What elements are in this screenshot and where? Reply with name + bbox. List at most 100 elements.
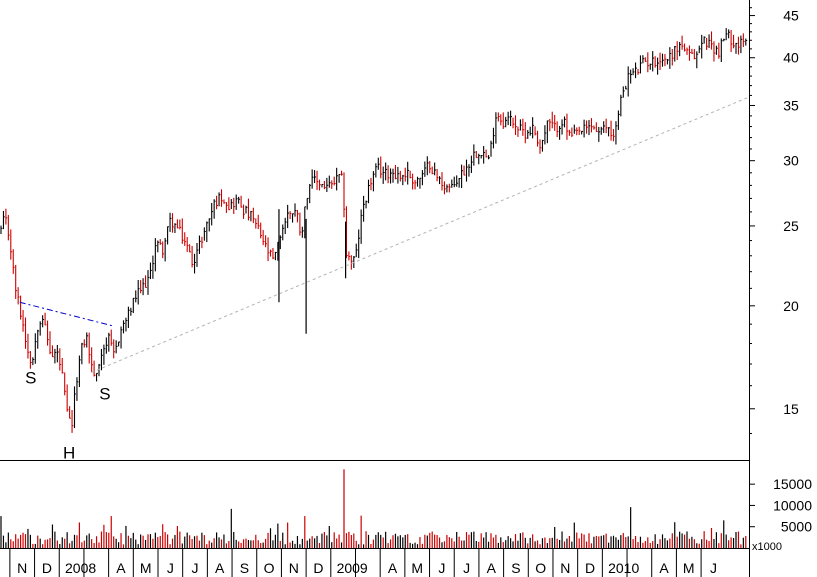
price-bar <box>279 235 282 250</box>
price-bar <box>17 287 20 305</box>
price-bar <box>492 127 495 149</box>
price-bar <box>46 320 49 346</box>
price-bar <box>299 212 302 236</box>
price-bar <box>44 312 47 326</box>
price-bar <box>54 348 57 364</box>
price-bar <box>12 249 15 274</box>
price-bar <box>191 245 194 268</box>
price-bar <box>679 41 682 57</box>
price-bar <box>338 173 341 183</box>
price-bar <box>78 355 81 388</box>
price-bar <box>536 130 539 147</box>
x-tick-label-d-1: D <box>42 560 52 576</box>
price-bar <box>706 37 708 50</box>
price-bar <box>147 270 150 295</box>
price-bar <box>563 116 566 128</box>
price-bar <box>71 409 74 433</box>
price-bar <box>135 290 138 303</box>
price-bar <box>108 332 111 352</box>
price-bar <box>216 195 218 210</box>
price-bar <box>132 297 135 314</box>
price-bar <box>201 236 204 249</box>
price-bar <box>343 172 346 218</box>
price-bar <box>2 210 5 230</box>
y-tick-label-40: 40 <box>783 50 799 66</box>
x-tick-label-j-18: J <box>463 560 470 576</box>
x-tick-label-m-16: M <box>411 560 423 576</box>
price-bar <box>360 209 363 244</box>
price-bar <box>443 181 446 195</box>
price-bar <box>269 249 272 257</box>
price-bar <box>218 192 221 207</box>
price-bar <box>331 180 334 189</box>
price-bar <box>669 47 672 69</box>
price-bar <box>394 165 397 180</box>
price-bar <box>306 197 309 210</box>
price-bar <box>674 45 677 62</box>
price-bar <box>617 110 620 130</box>
price-bar <box>568 129 571 136</box>
price-bar <box>524 122 527 144</box>
x-tick-label-2010-24: 2010 <box>608 560 639 576</box>
price-bar <box>419 177 422 189</box>
price-bar <box>225 202 228 213</box>
price-bar <box>517 126 520 137</box>
price-bar <box>725 28 728 41</box>
price-bar <box>233 197 236 215</box>
price-bar <box>720 38 723 63</box>
price-bar <box>64 372 67 396</box>
price-bar <box>416 176 419 187</box>
price-bar <box>382 166 385 184</box>
price-bar <box>456 175 459 187</box>
price-bar <box>512 117 515 129</box>
price-bar <box>61 357 64 374</box>
price-bar <box>96 372 98 382</box>
price-bar <box>265 235 267 248</box>
price-bar <box>255 218 258 229</box>
price-bar <box>561 119 564 135</box>
price-bar <box>605 118 608 134</box>
price-bar <box>350 255 353 270</box>
price-bar <box>372 171 375 192</box>
price-bar <box>223 199 226 204</box>
price-bar <box>402 174 405 186</box>
price-bar <box>598 126 601 142</box>
price-bar <box>162 241 165 259</box>
price-bar <box>612 129 615 142</box>
price-bar <box>66 384 69 412</box>
x-tick-label-a-8: A <box>215 560 225 576</box>
price-bar <box>529 126 532 136</box>
support-trendline <box>91 96 749 373</box>
x-tick-label-o-21: O <box>535 560 546 576</box>
price-bar <box>243 204 245 219</box>
price-bar <box>282 224 285 241</box>
x-tick-label-d-23: D <box>585 560 595 576</box>
price-bar <box>745 38 748 46</box>
price-bar <box>296 209 299 223</box>
price-bar <box>120 326 123 349</box>
price-bar <box>465 159 468 182</box>
price-bar <box>397 166 400 184</box>
price-bar <box>5 208 8 225</box>
price-bar <box>710 31 713 50</box>
price-bar <box>81 342 84 365</box>
price-bar <box>554 114 557 131</box>
price-bar <box>73 386 76 429</box>
price-bar <box>260 222 263 239</box>
price-bar <box>666 58 669 65</box>
x-tick-label-a-26: A <box>659 560 669 576</box>
price-bar <box>157 240 160 253</box>
price-bar <box>505 116 508 128</box>
price-bar <box>176 219 179 229</box>
price-bar <box>603 121 606 133</box>
price-bar <box>502 112 505 129</box>
price-bar <box>262 229 265 246</box>
price-bar <box>240 195 243 208</box>
price-bar <box>37 329 40 349</box>
price-bar <box>693 49 696 60</box>
x-tick-label-m-5: M <box>140 560 152 576</box>
neckline <box>19 301 114 327</box>
price-bar <box>289 211 292 220</box>
price-bar <box>421 170 424 186</box>
